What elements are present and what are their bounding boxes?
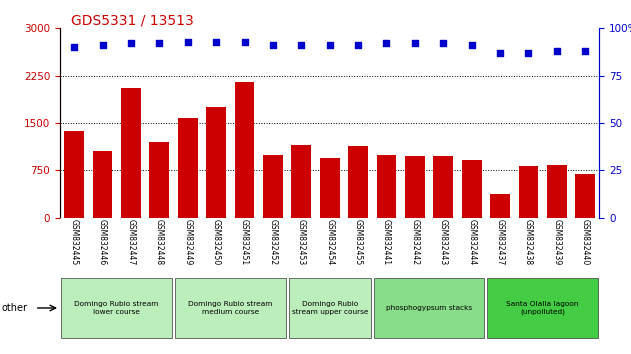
Bar bbox=[178, 118, 198, 218]
Bar bbox=[433, 156, 453, 218]
Text: GSM832444: GSM832444 bbox=[467, 219, 476, 266]
Text: GSM832446: GSM832446 bbox=[98, 219, 107, 266]
Text: GSM832454: GSM832454 bbox=[325, 219, 334, 266]
Point bbox=[466, 42, 476, 48]
Point bbox=[580, 48, 590, 54]
Point bbox=[495, 50, 505, 56]
Text: GSM832452: GSM832452 bbox=[268, 219, 278, 266]
Text: GSM832440: GSM832440 bbox=[581, 219, 590, 266]
Point bbox=[97, 42, 107, 48]
Bar bbox=[487, 278, 598, 338]
Text: other: other bbox=[2, 303, 28, 313]
Bar bbox=[348, 146, 368, 218]
Text: GSM832443: GSM832443 bbox=[439, 219, 448, 266]
Bar bbox=[320, 158, 339, 218]
Text: GSM832455: GSM832455 bbox=[353, 219, 363, 266]
Point bbox=[183, 39, 193, 44]
Text: GSM832451: GSM832451 bbox=[240, 219, 249, 266]
Point bbox=[239, 39, 249, 44]
Point bbox=[410, 41, 420, 46]
Text: Domingo Rubio stream
medium course: Domingo Rubio stream medium course bbox=[188, 301, 273, 315]
Bar bbox=[547, 165, 567, 218]
Text: phosphogypsum stacks: phosphogypsum stacks bbox=[386, 305, 472, 311]
Bar bbox=[263, 155, 283, 218]
Text: Santa Olalla lagoon
(unpolluted): Santa Olalla lagoon (unpolluted) bbox=[507, 301, 579, 315]
Bar bbox=[121, 88, 141, 218]
Point bbox=[296, 42, 306, 48]
Point bbox=[381, 41, 391, 46]
Bar bbox=[61, 278, 172, 338]
Text: GSM832450: GSM832450 bbox=[211, 219, 221, 266]
Bar bbox=[377, 155, 396, 218]
Text: GSM832448: GSM832448 bbox=[155, 219, 164, 266]
Text: Domingo Rubio
stream upper course: Domingo Rubio stream upper course bbox=[292, 301, 368, 315]
Bar bbox=[374, 278, 485, 338]
Point bbox=[353, 42, 363, 48]
Text: GSM832447: GSM832447 bbox=[126, 219, 136, 266]
Text: GSM832437: GSM832437 bbox=[495, 219, 505, 266]
Bar bbox=[150, 142, 169, 218]
Text: GSM832445: GSM832445 bbox=[69, 219, 79, 266]
Point bbox=[551, 48, 562, 54]
Text: GSM832453: GSM832453 bbox=[297, 219, 306, 266]
Point bbox=[268, 42, 278, 48]
Bar bbox=[575, 174, 595, 218]
Bar bbox=[93, 152, 112, 218]
Text: GDS5331 / 13513: GDS5331 / 13513 bbox=[71, 13, 194, 27]
Bar bbox=[519, 166, 538, 218]
Point bbox=[154, 41, 164, 46]
Bar bbox=[64, 131, 84, 218]
Point bbox=[438, 41, 448, 46]
Bar bbox=[462, 160, 481, 218]
Bar bbox=[292, 145, 311, 218]
Bar bbox=[288, 278, 371, 338]
Text: GSM832439: GSM832439 bbox=[552, 219, 562, 266]
Text: GSM832449: GSM832449 bbox=[183, 219, 192, 266]
Point bbox=[126, 41, 136, 46]
Bar bbox=[206, 107, 226, 218]
Bar bbox=[235, 82, 254, 218]
Point bbox=[324, 42, 334, 48]
Point bbox=[523, 50, 533, 56]
Bar bbox=[175, 278, 286, 338]
Text: GSM832441: GSM832441 bbox=[382, 219, 391, 266]
Text: Domingo Rubio stream
lower course: Domingo Rubio stream lower course bbox=[74, 301, 159, 315]
Point bbox=[211, 39, 221, 44]
Bar bbox=[405, 156, 425, 218]
Text: GSM832442: GSM832442 bbox=[410, 219, 420, 266]
Text: GSM832438: GSM832438 bbox=[524, 219, 533, 266]
Bar bbox=[490, 194, 510, 218]
Point bbox=[69, 45, 80, 50]
